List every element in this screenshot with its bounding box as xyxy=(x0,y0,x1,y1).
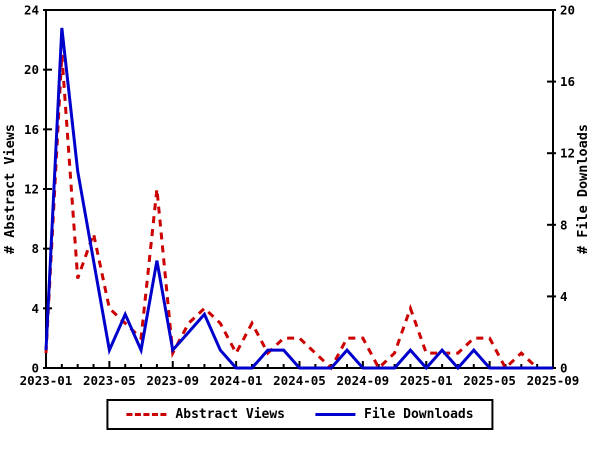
series-line-file-downloads xyxy=(44,27,553,371)
right-tick-label: 8 xyxy=(560,217,568,232)
left-tick-label: 16 xyxy=(24,122,39,137)
x-tick-label: 2025-09 xyxy=(527,373,580,388)
x-tick-label: 2024-05 xyxy=(273,373,326,388)
x-tick-label: 2023-05 xyxy=(83,373,136,388)
left-tick-label: 20 xyxy=(24,62,39,77)
right-tick-label: 12 xyxy=(560,146,575,161)
legend-item-abstract-views: Abstract Views xyxy=(126,407,285,422)
left-tick-label: 0 xyxy=(31,361,39,376)
x-tick-label: 2025-01 xyxy=(400,373,453,388)
right-tick-label: 20 xyxy=(560,3,575,18)
x-tick-label: 2024-09 xyxy=(337,373,390,388)
left-tick-label: 4 xyxy=(31,301,39,316)
series-line-abstract-views xyxy=(44,54,553,371)
x-tick-label: 2023-01 xyxy=(20,373,73,388)
legend-label-file-downloads: File Downloads xyxy=(364,407,474,422)
plot-border xyxy=(45,9,554,369)
left-tick-label: 12 xyxy=(24,182,39,197)
left-tick-label: 24 xyxy=(24,3,39,18)
left-axis-title: # Abstract Views xyxy=(2,124,18,254)
x-tick-label: 2025-05 xyxy=(463,373,516,388)
x-tick-label: 2023-09 xyxy=(146,373,199,388)
right-axis-title: # File Downloads xyxy=(575,124,591,254)
x-tick-label: 2024-01 xyxy=(210,373,263,388)
right-tick-label: 4 xyxy=(560,289,568,304)
right-tick-label: 16 xyxy=(560,74,575,89)
legend-dashed-line-sample xyxy=(126,413,167,416)
legend-label-abstract-views: Abstract Views xyxy=(175,407,285,422)
legend-item-file-downloads: File Downloads xyxy=(315,407,474,422)
legend-solid-line-sample xyxy=(315,413,355,416)
right-tick-label: 0 xyxy=(560,361,568,376)
legend: Abstract Views File Downloads xyxy=(106,399,494,430)
left-tick-label: 8 xyxy=(31,241,39,256)
